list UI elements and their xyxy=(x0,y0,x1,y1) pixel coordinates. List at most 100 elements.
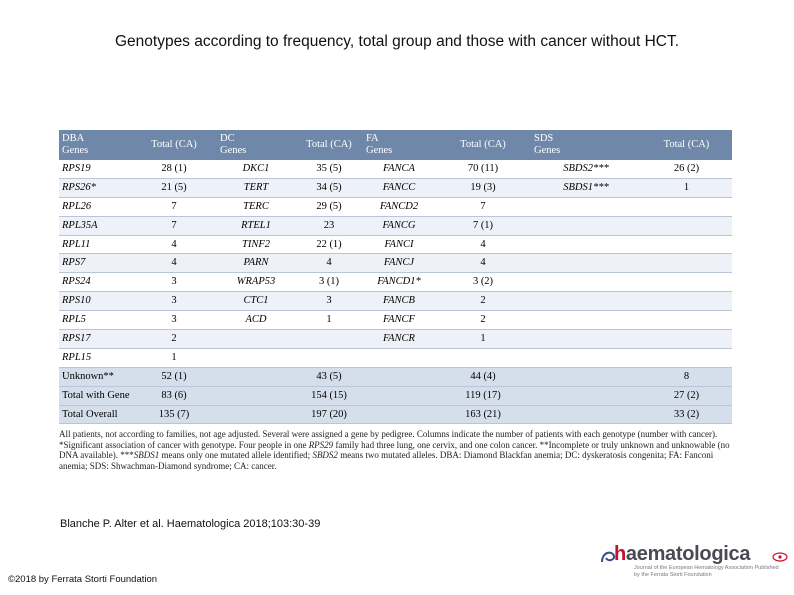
column-header-line: Total (CA) xyxy=(460,139,506,150)
column-header: Total (CA) xyxy=(435,130,531,160)
gene-cell: RTEL1 xyxy=(217,216,295,236)
summary-value-cell: 119 (17) xyxy=(435,386,531,406)
summary-value-cell: 163 (21) xyxy=(435,405,531,425)
summary-row: Total Overall 135 (7) 197 (20) 163 (21) 33 (… xyxy=(59,405,732,425)
count-cell: 4 xyxy=(131,235,217,255)
count-cell: 1 xyxy=(641,178,732,198)
column-header-line: Genes xyxy=(220,145,247,156)
summary-value-cell: 33 (2) xyxy=(641,405,732,425)
table-row: RPL15 1 xyxy=(59,348,732,368)
summary-row: Unknown** 52 (1) 43 (5) 44 (4) 8 xyxy=(59,367,732,387)
logo-wordmark: haematologica xyxy=(614,543,751,565)
gene-cell: SBDS1*** xyxy=(531,178,641,198)
column-header: DC Genes xyxy=(217,130,295,160)
count-cell: 7 xyxy=(435,197,531,217)
table-row: RPS19 28 (1) DKC1 35 (5) FANCA 70 (11) SBDS2**… xyxy=(59,160,732,179)
table-row: RPL35A 7 RTEL1 23 FANCG 7 (1) xyxy=(59,216,732,236)
gene-cell: DKC1 xyxy=(217,160,295,179)
summary-value-cell: 197 (20) xyxy=(295,405,363,425)
summary-value-cell: 44 (4) xyxy=(435,367,531,387)
table-row: RPL26 7 TERC 29 (5) FANCD2 7 xyxy=(59,197,732,217)
gene-cell xyxy=(531,197,641,217)
gene-cell: RPS10 xyxy=(59,291,131,312)
gene-cell: RPL11 xyxy=(59,235,131,255)
gene-cell: SBDS2*** xyxy=(531,160,641,179)
gene-cell: FANCD1* xyxy=(363,272,435,293)
summary-label-cell: Total Overall xyxy=(59,405,131,425)
genotype-table-figure: DBA Genes Total (CA) DC Genes Total (CA) FA Gen… xyxy=(59,130,732,471)
column-header: SDS Genes xyxy=(531,130,641,160)
column-header: Total (CA) xyxy=(131,130,217,160)
summary-value-cell xyxy=(531,405,641,425)
gene-cell: PARN xyxy=(217,253,295,274)
count-cell: 1 xyxy=(131,348,217,368)
haematologica-logo: haematologica Journal of the European He… xyxy=(600,543,790,579)
count-cell: 3 xyxy=(131,310,217,331)
count-cell xyxy=(641,310,732,331)
table-row: RPS10 3 CTC1 3 FANCB 2 xyxy=(59,291,732,312)
summary-value-cell: 83 (6) xyxy=(131,386,217,406)
column-header: FA Genes xyxy=(363,130,435,160)
summary-value-cell xyxy=(217,367,295,387)
gene-cell: FANCR xyxy=(363,329,435,349)
column-header-line: FA xyxy=(366,133,379,144)
count-cell: 3 xyxy=(131,272,217,293)
count-cell: 23 xyxy=(295,216,363,236)
logo-tagline: Journal of the European Hematology Assoc… xyxy=(634,565,779,578)
gene-cell: FANCC xyxy=(363,178,435,198)
gene-cell xyxy=(531,253,641,274)
summary-row: Total with Gene 83 (6) 154 (15) 119 (17) 27 … xyxy=(59,386,732,406)
count-cell: 4 xyxy=(295,253,363,274)
count-cell xyxy=(641,291,732,312)
gene-cell: TERC xyxy=(217,197,295,217)
count-cell xyxy=(641,272,732,293)
gene-cell: RPL35A xyxy=(59,216,131,236)
citation: Blanche P. Alter et al. Haematologica 20… xyxy=(60,518,321,530)
summary-label-cell: Unknown** xyxy=(59,367,131,387)
column-header: Total (CA) xyxy=(295,130,363,160)
count-cell xyxy=(295,329,363,349)
summary-value-cell: 8 xyxy=(641,367,732,387)
count-cell: 2 xyxy=(435,310,531,331)
count-cell xyxy=(435,348,531,368)
summary-value-cell: 135 (7) xyxy=(131,405,217,425)
gene-cell: FANCB xyxy=(363,291,435,312)
gene-cell xyxy=(531,329,641,349)
summary-value-cell xyxy=(217,405,295,425)
count-cell: 7 xyxy=(131,197,217,217)
table-row: RPS24 3 WRAP53 3 (1) FANCD1* 3 (2) xyxy=(59,272,732,293)
count-cell: 22 (1) xyxy=(295,235,363,255)
column-header-line: SDS xyxy=(534,133,554,144)
summary-value-cell: 52 (1) xyxy=(131,367,217,387)
table-header: DBA Genes Total (CA) DC Genes Total (CA) FA Gen… xyxy=(59,130,732,160)
count-cell: 29 (5) xyxy=(295,197,363,217)
gene-cell: FANCF xyxy=(363,310,435,331)
count-cell: 70 (11) xyxy=(435,160,531,179)
logo-emblem-icon xyxy=(772,552,788,562)
gene-cell: TINF2 xyxy=(217,235,295,255)
column-header-line: Total (CA) xyxy=(663,139,710,150)
gene-cell: RPS24 xyxy=(59,272,131,293)
gene-cell: FANCG xyxy=(363,216,435,236)
count-cell: 34 (5) xyxy=(295,178,363,198)
gene-cell: RPS7 xyxy=(59,253,131,274)
table-row: RPS17 2 FANCR 1 xyxy=(59,329,732,349)
count-cell: 3 xyxy=(295,291,363,312)
summary-value-cell: 154 (15) xyxy=(295,386,363,406)
count-cell xyxy=(641,235,732,255)
table-row: RPL11 4 TINF2 22 (1) FANCI 4 xyxy=(59,235,732,255)
count-cell: 35 (5) xyxy=(295,160,363,179)
logo-swirl-icon xyxy=(601,551,616,563)
column-header-line: Genes xyxy=(62,145,89,156)
count-cell: 3 (1) xyxy=(295,272,363,293)
count-cell xyxy=(641,329,732,349)
column-header: DBA Genes xyxy=(59,130,131,160)
summary-value-cell xyxy=(363,386,435,406)
summary-value-cell xyxy=(363,367,435,387)
gene-cell xyxy=(531,272,641,293)
table-row: RPS26* 21 (5) TERT 34 (5) FANCC 19 (3) SBDS1**… xyxy=(59,178,732,198)
gene-cell: FANCD2 xyxy=(363,197,435,217)
summary-label-cell: Total with Gene xyxy=(59,386,131,406)
summary-value-cell: 43 (5) xyxy=(295,367,363,387)
table-row: RPL5 3 ACD 1 FANCF 2 xyxy=(59,310,732,331)
